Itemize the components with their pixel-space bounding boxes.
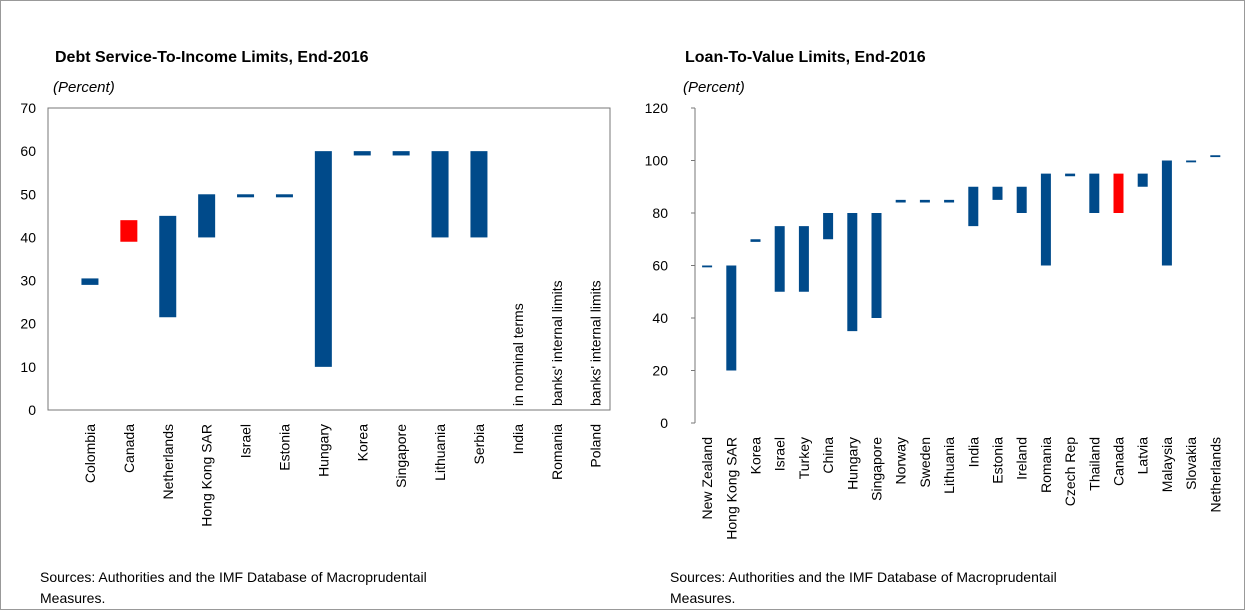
x-tick-label: Serbia: [471, 424, 487, 465]
x-tick-label: Ireland: [1014, 437, 1030, 480]
x-tick-label: Latvia: [1135, 437, 1151, 475]
bar: [871, 213, 882, 318]
x-tick-label: Netherlands: [160, 424, 176, 500]
bar: [847, 213, 858, 332]
y-tick-label: 0: [28, 402, 36, 418]
x-tick-label: Romania: [549, 424, 565, 480]
chart-subtitle: (Percent): [683, 79, 745, 96]
x-tick-label: Hong Kong SAR: [199, 424, 215, 527]
x-tick-label: Slovakia: [1183, 437, 1199, 490]
bar: [1065, 173, 1076, 177]
bar: [470, 151, 488, 238]
source-note: Measures.: [670, 590, 735, 606]
annotation: banks' internal limits: [549, 280, 565, 406]
y-tick-label: 120: [645, 100, 669, 116]
x-tick-label: Malaysia: [1159, 437, 1175, 492]
bar: [919, 199, 930, 203]
bar: [1089, 173, 1100, 213]
chart-subtitle: (Percent): [53, 79, 115, 96]
bar: [798, 226, 809, 292]
y-tick-label: 40: [20, 229, 36, 245]
x-tick-label: New Zealand: [699, 437, 715, 520]
annotation: in nominal terms: [510, 303, 526, 406]
source-note: Measures.: [40, 590, 105, 606]
x-tick-label: Canada: [1111, 437, 1127, 486]
bar: [237, 194, 255, 198]
bar: [726, 265, 737, 371]
x-tick-label: Sweden: [917, 437, 933, 488]
bar: [895, 199, 906, 203]
y-tick-label: 40: [652, 310, 668, 326]
bar: [944, 199, 955, 203]
bar: [392, 151, 410, 156]
x-tick-label: Canada: [121, 424, 137, 473]
bar: [1186, 160, 1197, 163]
x-tick-label: Estonia: [990, 437, 1006, 484]
bar: [1137, 173, 1148, 187]
x-tick-label: Korea: [748, 437, 764, 475]
bar: [159, 215, 177, 318]
x-tick-label: Lithuania: [432, 424, 448, 481]
y-tick-label: 100: [645, 153, 669, 169]
y-tick-label: 0: [660, 415, 668, 431]
annotation: banks' internal limits: [588, 280, 604, 406]
y-tick-label: 30: [20, 273, 36, 289]
bar: [120, 220, 138, 242]
y-tick-label: 60: [652, 258, 668, 274]
x-tick-label: Romania: [1038, 437, 1054, 493]
x-tick-label: India: [965, 437, 981, 468]
bar: [774, 226, 785, 292]
bar: [1161, 160, 1172, 266]
bar: [1113, 173, 1124, 213]
x-tick-label: China: [820, 437, 836, 474]
x-tick-label: Israel: [772, 437, 788, 471]
bar: [198, 194, 216, 238]
bar: [431, 151, 449, 238]
source-note: Sources: Authorities and the IMF Databas…: [40, 569, 427, 585]
x-tick-label: Thailand: [1086, 437, 1102, 491]
x-tick-label: Czech Rep: [1062, 437, 1078, 506]
bar: [275, 194, 293, 198]
y-tick-label: 20: [652, 363, 668, 379]
x-tick-label: Singapore: [869, 437, 885, 501]
bar: [992, 186, 1003, 200]
x-tick-label: Hungary: [844, 437, 860, 490]
y-tick-label: 20: [20, 316, 36, 332]
chart-title: Debt Service-To-Income Limits, End-2016: [55, 49, 369, 66]
bar: [1210, 155, 1221, 158]
bar: [823, 213, 834, 240]
bar: [353, 151, 371, 156]
x-tick-label: Estonia: [276, 424, 292, 471]
y-tick-label: 10: [20, 359, 36, 375]
chart-title: Loan-To-Value Limits, End-2016: [685, 49, 926, 66]
x-tick-label: Hong Kong SAR: [723, 437, 739, 540]
y-tick-label: 80: [652, 205, 668, 221]
x-tick-label: Norway: [893, 437, 909, 484]
bar: [81, 278, 99, 285]
y-tick-label: 60: [20, 143, 36, 159]
y-tick-label: 70: [20, 100, 36, 116]
x-tick-label: Singapore: [393, 424, 409, 488]
bar: [314, 151, 332, 367]
bar: [702, 265, 713, 268]
x-tick-label: Poland: [588, 424, 604, 468]
x-tick-label: Korea: [354, 424, 370, 462]
x-tick-label: Hungary: [315, 424, 331, 477]
x-tick-label: Turkey: [796, 437, 812, 479]
x-tick-label: Netherlands: [1207, 437, 1223, 513]
bar: [1016, 186, 1027, 213]
bar: [750, 239, 761, 242]
x-tick-label: Lithuania: [941, 437, 957, 494]
x-tick-label: Israel: [238, 424, 254, 458]
source-note: Sources: Authorities and the IMF Databas…: [670, 569, 1057, 585]
x-tick-label: India: [510, 424, 526, 455]
bar: [968, 186, 979, 227]
plot-box: [47, 107, 611, 411]
x-tick-label: Colombia: [82, 424, 98, 483]
bar: [1040, 173, 1051, 266]
y-tick-label: 50: [20, 186, 36, 202]
